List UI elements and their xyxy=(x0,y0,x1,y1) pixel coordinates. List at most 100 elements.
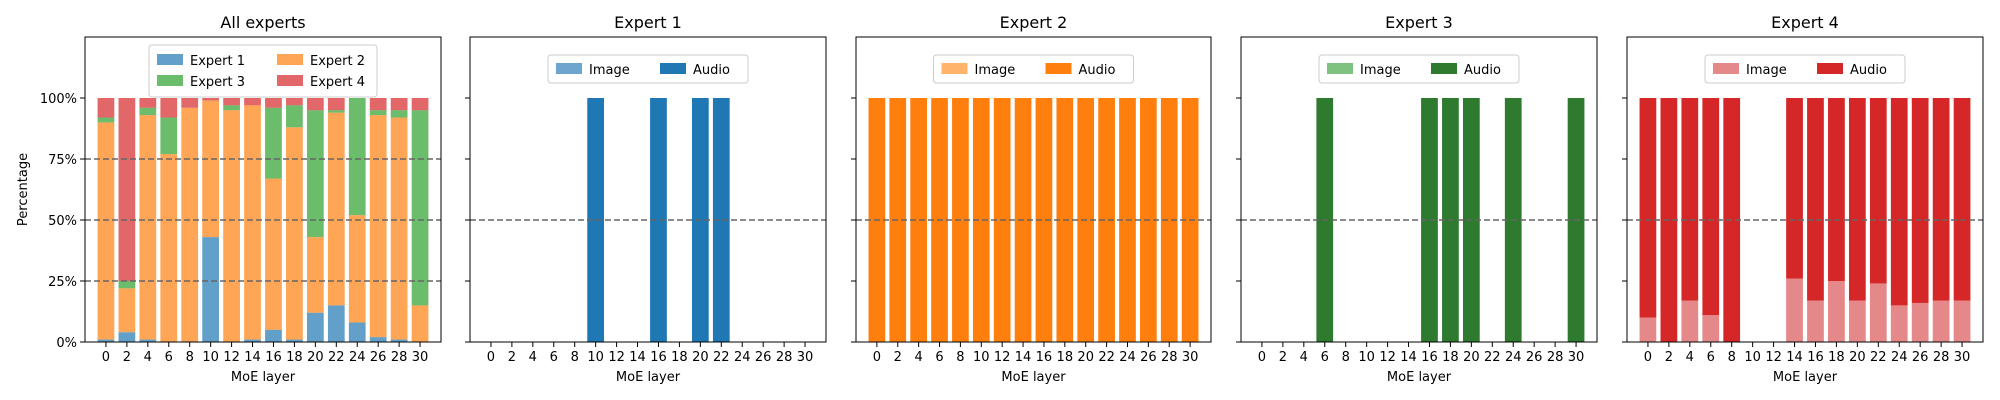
bar-expert-3-layer-12 xyxy=(223,105,240,111)
bar-expert-3-layer-26 xyxy=(369,110,387,116)
bar-audio-layer-30 xyxy=(1953,98,1971,301)
bar-image-layer-6 xyxy=(1702,315,1720,342)
legend-swatch xyxy=(277,54,303,65)
legend-label: Image xyxy=(589,63,630,78)
x-tick-label: 14 xyxy=(1786,350,1803,365)
legend-label: Audio xyxy=(1464,63,1501,78)
x-tick-label: 4 xyxy=(529,350,537,365)
x-tick-label: 14 xyxy=(244,350,261,365)
x-tick-label: 28 xyxy=(776,350,793,365)
x-tick-label: 0 xyxy=(873,350,881,365)
bar-expert-1-layer-14 xyxy=(244,339,261,342)
bar-audio-layer-22 xyxy=(712,98,730,342)
x-tick-label: 6 xyxy=(165,350,173,365)
x-tick-label: 8 xyxy=(186,350,194,365)
bar-audio-layer-26 xyxy=(1911,98,1929,303)
x-tick-label: 28 xyxy=(1547,350,1564,365)
x-tick-label: 10 xyxy=(1358,350,1375,365)
bar-image-layer-28 xyxy=(1932,300,1950,342)
x-tick-label: 30 xyxy=(1954,350,1971,365)
bar-audio-layer-24 xyxy=(1890,98,1908,306)
bar-audio-layer-10 xyxy=(587,98,605,342)
bar-expert-4-layer-18 xyxy=(286,98,303,106)
x-tick-label: 18 xyxy=(1057,350,1074,365)
legend-label: Image xyxy=(975,63,1016,78)
x-axis-label: MoE layer xyxy=(1387,370,1452,385)
bar-image-layer-18 xyxy=(1828,281,1845,342)
bar-expert-4-layer-8 xyxy=(181,98,199,108)
bar-expert-4-layer-22 xyxy=(327,98,345,111)
axes-frame xyxy=(1240,36,1598,343)
y-tick-label: 75% xyxy=(48,153,77,168)
bar-image-layer-14 xyxy=(1786,278,1803,342)
bar-audio-layer-16 xyxy=(650,98,667,342)
bar-expert-3-layer-18 xyxy=(286,105,303,128)
legend-swatch xyxy=(157,54,183,65)
bar-audio-layer-4 xyxy=(910,98,927,342)
bar-expert-1-layer-16 xyxy=(265,329,282,342)
bar-audio-layer-10 xyxy=(972,98,990,342)
bar-audio-layer-28 xyxy=(1160,98,1178,342)
x-tick-label: 0 xyxy=(1258,350,1266,365)
x-tick-label: 26 xyxy=(370,350,387,365)
x-tick-label: 16 xyxy=(1807,350,1824,365)
bar-expert-4-layer-20 xyxy=(306,98,324,111)
x-axis-label: MoE layer xyxy=(1001,370,1066,385)
x-tick-label: 28 xyxy=(1933,350,1950,365)
legend-box xyxy=(1318,54,1520,84)
axes-frame xyxy=(84,36,442,343)
legend-swatch xyxy=(1817,63,1843,74)
bar-audio-layer-28 xyxy=(1932,98,1950,301)
bar-audio-layer-18 xyxy=(1828,98,1845,281)
y-tick-label: 25% xyxy=(48,275,77,290)
legend-label: Audio xyxy=(693,63,730,78)
y-tick-label: 50% xyxy=(48,214,77,229)
x-tick-label: 22 xyxy=(1484,350,1501,365)
x-tick-label: 8 xyxy=(1728,350,1736,365)
x-tick-label: 24 xyxy=(349,350,366,365)
bar-expert-3-layer-20 xyxy=(306,110,324,238)
x-tick-label: 10 xyxy=(202,350,219,365)
bar-expert-4-layer-26 xyxy=(369,98,387,111)
bar-expert-2-layer-20 xyxy=(306,237,324,313)
bar-expert-4-layer-2 xyxy=(118,98,136,281)
x-tick-label: 26 xyxy=(755,350,772,365)
x-tick-label: 24 xyxy=(734,350,751,365)
x-tick-label: 10 xyxy=(1744,350,1761,365)
x-tick-label: 10 xyxy=(973,350,990,365)
legend-label: Expert 4 xyxy=(310,75,365,90)
x-tick-label: 16 xyxy=(265,350,282,365)
bar-expert-1-layer-2 xyxy=(118,332,136,342)
bar-expert-4-layer-6 xyxy=(160,98,178,118)
bar-image-layer-0 xyxy=(1639,317,1657,342)
bar-expert-3-layer-4 xyxy=(139,107,157,116)
x-tick-label: 24 xyxy=(1119,350,1136,365)
x-tick-label: 18 xyxy=(1442,350,1459,365)
x-tick-label: 30 xyxy=(1568,350,1585,365)
bar-expert-2-layer-30 xyxy=(411,305,429,342)
x-tick-label: 18 xyxy=(671,350,688,365)
bar-audio-layer-16 xyxy=(1421,98,1438,342)
x-tick-label: 12 xyxy=(608,350,625,365)
bar-expert-3-layer-2 xyxy=(118,281,136,289)
bar-expert-1-layer-20 xyxy=(306,312,324,342)
bar-expert-1-layer-22 xyxy=(327,305,345,342)
x-tick-label: 4 xyxy=(144,350,152,365)
axes-frame xyxy=(855,36,1212,343)
bar-audio-layer-4 xyxy=(1681,98,1699,301)
x-tick-label: 22 xyxy=(1870,350,1887,365)
bar-expert-2-layer-26 xyxy=(369,115,387,338)
x-tick-label: 8 xyxy=(571,350,579,365)
bar-expert-1-layer-24 xyxy=(348,322,366,342)
chart-title: Expert 3 xyxy=(1385,13,1453,32)
legend-swatch xyxy=(1327,63,1353,74)
legend-box xyxy=(148,44,378,98)
x-tick-label: 6 xyxy=(935,350,943,365)
legend-swatch xyxy=(157,75,183,86)
legend-swatch xyxy=(941,63,968,74)
x-tick-label: 30 xyxy=(1182,350,1199,365)
x-tick-label: 28 xyxy=(1161,350,1178,365)
x-tick-label: 4 xyxy=(1686,350,1694,365)
legend-swatch xyxy=(556,63,582,74)
